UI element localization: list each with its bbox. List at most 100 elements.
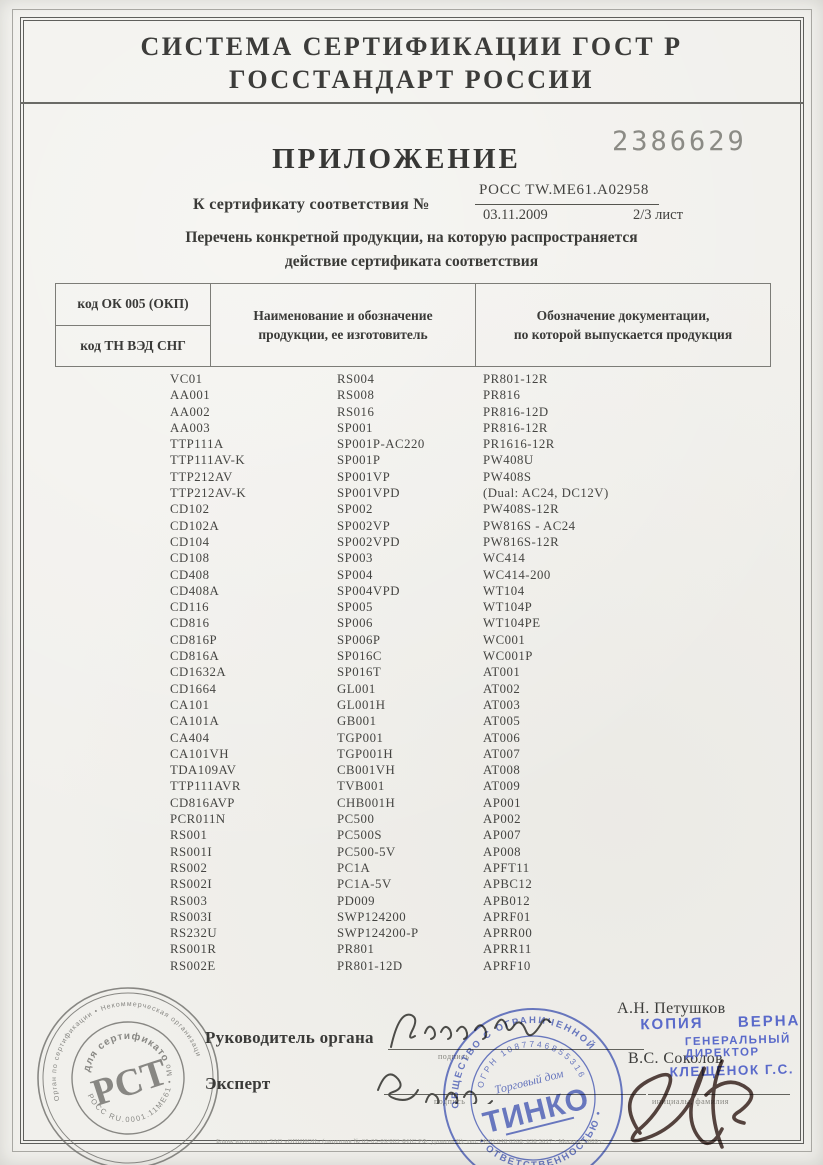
product-code: PW408U	[483, 453, 534, 468]
product-code: TGP001	[337, 730, 384, 745]
product-code: RS001R	[170, 942, 217, 957]
product-code: SP016C	[337, 649, 382, 664]
product-code: SP001P	[337, 453, 381, 468]
product-code: TTP111AVR	[170, 779, 241, 794]
product-code: SWP124200-P	[337, 926, 419, 941]
product-code: WT104PE	[483, 616, 541, 631]
product-name-header-line2: продукции, ее изготовитель	[258, 327, 428, 342]
product-name-header-cell: Наименование и обозначение продукции, ее…	[211, 284, 476, 366]
product-code: PR801	[337, 942, 375, 957]
product-code: SP005	[337, 600, 373, 615]
product-code: CB001VH	[337, 763, 396, 778]
product-code: RS003I	[170, 909, 213, 924]
product-code: PD009	[337, 893, 376, 908]
product-code: PR816	[483, 388, 521, 403]
product-code: SWP124200	[337, 909, 407, 924]
product-code: RS002I	[170, 877, 213, 892]
product-code: CA101	[170, 697, 210, 712]
product-code: AT005	[483, 714, 521, 729]
product-code: AT006	[483, 730, 521, 745]
certificate-number-underline	[475, 204, 659, 205]
product-code: TTP111AV-K	[170, 453, 246, 468]
product-code: CD408A	[170, 583, 220, 598]
signature-line-1	[388, 1049, 644, 1050]
product-code: RS001	[170, 828, 208, 843]
product-code: PC500S	[337, 828, 382, 843]
product-code: PC500	[337, 812, 375, 827]
product-code: SP001VPD	[337, 486, 401, 501]
product-code: RS003	[170, 893, 208, 908]
product-code: TDA109AV	[170, 763, 237, 778]
product-code: PC500-5V	[337, 844, 396, 859]
product-code: PW816S - AC24	[483, 518, 576, 533]
product-code: RS232U	[170, 926, 218, 941]
product-code: AP007	[483, 828, 522, 843]
documentation-header-cell: Обозначение документации, по которой вып…	[476, 284, 770, 366]
title-line2: ГОССТАНДАРТ РОССИИ	[228, 65, 594, 94]
product-code: CD102A	[170, 518, 220, 533]
product-code: RS004	[337, 372, 375, 386]
product-code: AT001	[483, 665, 521, 680]
expert-label: Эксперт	[205, 1074, 271, 1093]
product-code: CD816A	[170, 649, 220, 664]
product-code: PR801-12D	[337, 958, 403, 973]
appendix-title: ПРИЛОЖЕНИЕ	[272, 143, 521, 175]
code-header-cell: код ОК 005 (ОКП) код ТН ВЭД СНГ	[56, 284, 211, 366]
product-code: CD108	[170, 551, 210, 566]
product-code: PR816-12R	[483, 420, 548, 435]
subtitle-line2: действие сертификата соответствия	[284, 253, 539, 270]
product-code: PR1616-12R	[483, 437, 555, 452]
product-code: APBC12	[483, 877, 533, 892]
product-code: PR816-12D	[483, 404, 549, 419]
product-code: CA101VH	[170, 746, 229, 761]
product-code: WT104	[483, 583, 525, 598]
product-code: PW408S	[483, 469, 532, 484]
product-code: AT007	[483, 746, 521, 761]
product-code-column-2: RS004 RS008 RS016 SP001 SP001P-AC220 SP001P SP…	[337, 371, 482, 974]
product-code: CD816	[170, 616, 210, 631]
product-code: SP001VP	[337, 469, 391, 484]
product-code: SP001P-AC220	[337, 437, 425, 452]
product-code: GB001	[337, 714, 377, 729]
product-code: GL001H	[337, 697, 386, 712]
certificate-reference-label: К сертификату соответствия №	[193, 196, 430, 213]
tinko-company-stamp: ОБЩЕСТВО С ОГРАНИЧЕННОЙ • ОТВЕТСТВЕННОСТ…	[433, 999, 623, 1165]
product-code: SP006P	[337, 632, 381, 647]
product-code: SP004	[337, 567, 373, 582]
product-code: CD408	[170, 567, 210, 582]
product-code: PC1A-5V	[337, 877, 392, 892]
product-code: PC1A	[337, 860, 371, 875]
product-code: PW408S-12R	[483, 502, 560, 517]
product-code: AP002	[483, 812, 522, 827]
product-code: SP002VP	[337, 518, 391, 533]
product-code: CA404	[170, 730, 210, 745]
product-code: APFT11	[483, 860, 530, 875]
product-code: PR801-12R	[483, 372, 548, 386]
product-code: APRR11	[483, 942, 532, 957]
product-table-header: код ОК 005 (ОКП) код ТН ВЭД СНГ Наименов…	[55, 283, 771, 367]
certificate-date: 03.11.2009	[483, 207, 548, 223]
product-code: RS008	[337, 388, 375, 403]
product-code: CD116	[170, 600, 209, 615]
certification-system-title: СИСТЕМА СЕРТИФИКАЦИИ ГОСТ Р ГОССТАНДАРТ …	[0, 30, 823, 96]
product-code: RS002	[170, 860, 208, 875]
form-maker-fine-print: Бланк изготовлен ЗАО «ОПЦИОН» (лицензия …	[216, 1138, 604, 1145]
copy-verna-stamp: КОПИЯ ВЕРНА ГЕНЕРАЛЬНЫЙ ДИРЕКТОР КЛЕЩЕНО…	[640, 1012, 823, 1081]
product-code: SP003	[337, 551, 373, 566]
product-code: SP002	[337, 502, 373, 517]
product-code: RS016	[337, 404, 375, 419]
product-code: CD102	[170, 502, 210, 517]
documentation-header-line1: Обозначение документации,	[536, 308, 710, 323]
head-of-body-label: Руководитель органа	[205, 1028, 374, 1047]
product-code: AT008	[483, 763, 521, 778]
product-code: SP002VPD	[337, 534, 401, 549]
product-code: AA002	[170, 404, 211, 419]
product-code: WC414	[483, 551, 526, 566]
product-code: SP006	[337, 616, 373, 631]
product-code: AA003	[170, 420, 211, 435]
sheet-counter: 2/3 лист	[633, 207, 683, 223]
product-code: (Dual: AC24, DC12V)	[483, 486, 609, 501]
product-code: AP008	[483, 844, 522, 859]
product-code: TGP001H	[337, 746, 394, 761]
